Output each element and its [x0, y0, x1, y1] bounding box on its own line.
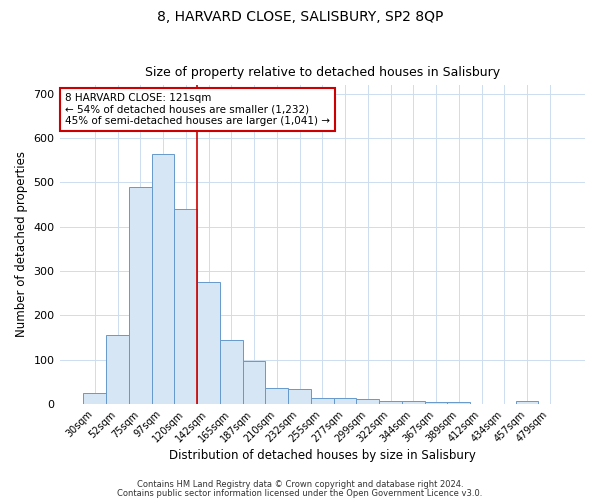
Bar [106, 336, 129, 404]
Bar [311, 398, 334, 404]
X-axis label: Distribution of detached houses by size in Salisbury: Distribution of detached houses by size … [169, 450, 476, 462]
Bar [197, 282, 220, 404]
Bar [356, 399, 379, 404]
Bar [129, 187, 152, 404]
Bar [83, 393, 106, 404]
Text: Contains public sector information licensed under the Open Government Licence v3: Contains public sector information licen… [118, 488, 482, 498]
Bar [242, 361, 265, 404]
Bar [265, 388, 288, 404]
Bar [288, 390, 311, 404]
Bar [175, 209, 197, 404]
Text: 8, HARVARD CLOSE, SALISBURY, SP2 8QP: 8, HARVARD CLOSE, SALISBURY, SP2 8QP [157, 10, 443, 24]
Text: Contains HM Land Registry data © Crown copyright and database right 2024.: Contains HM Land Registry data © Crown c… [137, 480, 463, 489]
Bar [220, 340, 242, 404]
Bar [515, 402, 538, 404]
Bar [402, 402, 425, 404]
Bar [379, 401, 402, 404]
Text: 8 HARVARD CLOSE: 121sqm
← 54% of detached houses are smaller (1,232)
45% of semi: 8 HARVARD CLOSE: 121sqm ← 54% of detache… [65, 93, 330, 126]
Bar [425, 402, 448, 404]
Bar [334, 398, 356, 404]
Title: Size of property relative to detached houses in Salisbury: Size of property relative to detached ho… [145, 66, 500, 80]
Bar [448, 402, 470, 404]
Bar [152, 154, 175, 404]
Y-axis label: Number of detached properties: Number of detached properties [15, 152, 28, 338]
